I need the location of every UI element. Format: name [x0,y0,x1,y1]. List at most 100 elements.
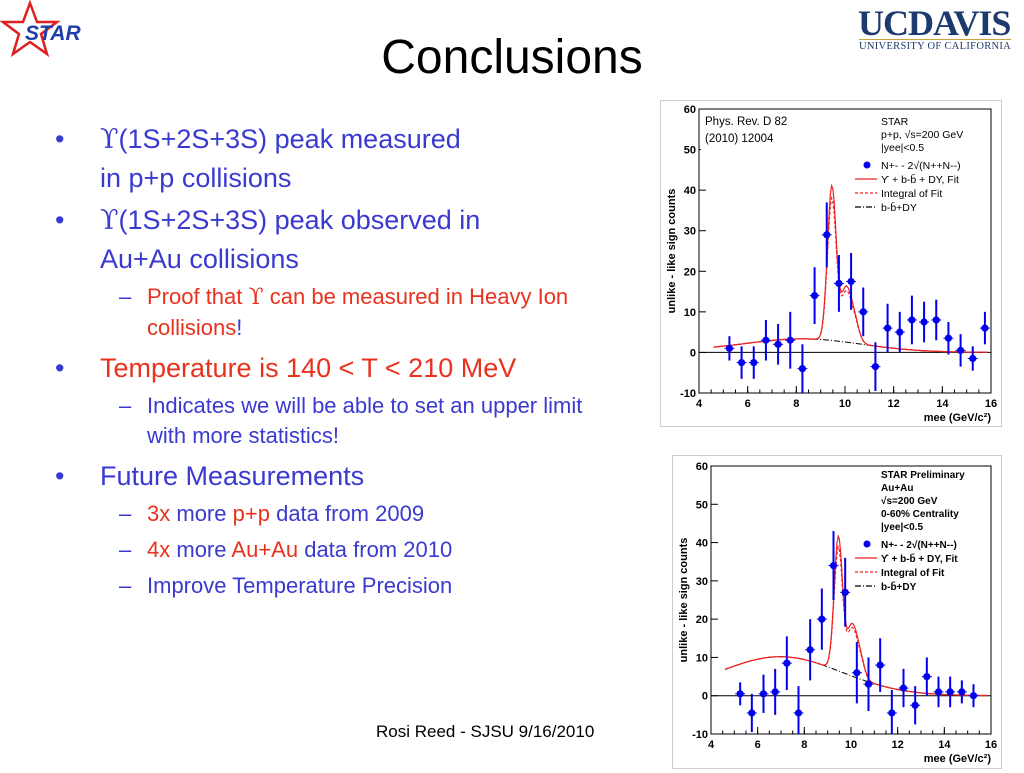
data-point [853,669,861,677]
y-tick-label: 20 [684,266,696,278]
auau-upsilon-chart: 4 6 8 10 12 14 16 -10 0 10 20 30 40 50 60 mee (GeV/c²) u… [678,461,997,765]
subbullet-precision: – Improve Temperature Precision [55,571,655,601]
bullet-dot-icon: • [55,461,65,491]
data-point [934,688,943,696]
dash-bullet-icon: – [119,537,132,562]
data-point [920,318,928,326]
info-line: |yee|<0.5 [881,522,923,533]
ucdavis-logo-sub: UNIVERSITY OF CALIFORNIA [859,39,1012,52]
data-point [969,692,978,700]
bullet-dot-icon: • [55,124,65,154]
y-axis-label: unlike - like sign counts [666,189,678,314]
bullet-temperature: • Temperature is 140 < T < 210 MeV [55,349,655,387]
data-point [759,690,768,698]
info-line: Au+Au [881,483,914,494]
legend-label: N+- - 2√(N++N--) [881,540,957,551]
auau-upsilon-plot: 4 6 8 10 12 14 16 -10 0 10 20 30 40 50 60 mee (GeV/c²) u… [672,455,1002,769]
subbullet-text-b: can be measured in Heavy [269,284,532,309]
legend-label: ϒ + b-b̄ + DY, Fit [881,553,958,565]
annotation-text: Phys. Rev. D 82 [705,116,787,128]
subbullet-rest: data from 2009 [276,501,425,526]
x-tick-label: 14 [938,739,951,751]
upsilon-symbol: ϒ [100,124,119,155]
x-tick-label: 10 [845,739,857,751]
annotation-box [701,111,831,151]
data-point [829,561,838,570]
subbullet-rest: data from 2010 [304,537,453,562]
info-line: |yee|<0.5 [881,142,924,154]
y-tick-label: 20 [696,614,708,626]
y-tick-label: 10 [696,652,708,664]
legend-label: Integral of Fit [881,188,942,200]
info-line: p+p, √s=200 GeV [881,129,963,141]
x-tick-label: 10 [839,398,851,410]
data-point [847,277,855,286]
legend-label: b-b̄+DY [881,201,917,214]
data-point [911,701,919,709]
dash-bullet-icon: – [119,393,132,418]
y-tick-label: 30 [684,226,696,238]
x-tick-label: 16 [985,398,997,410]
bullet-text-line2: Au+Au collisions [100,244,299,274]
annotation-text: (2010) 12004 [705,133,774,145]
x-tick-label: 6 [745,398,751,410]
dash-bullet-icon: – [119,284,132,309]
subbullet-proof: – Proof that ϒ can be measured in Heavy … [55,282,655,343]
y-tick-label: 10 [684,307,696,319]
x-tick-label: 4 [708,739,715,751]
y-tick-label: -10 [692,729,708,741]
bullet-list: • ϒ(1S+2S+3S) peak measured in p+p colli… [55,120,655,607]
y-tick-label: 0 [702,691,708,703]
star-logo-icon: STAR [0,0,81,58]
bullet-text: (1S+2S+3S) peak measured [118,124,461,154]
y-tick-label: -10 [680,388,696,400]
ucdavis-logo-davis: DAVIS [908,3,1011,43]
subbullet-pp-data: – 3x more p+p data from 2009 [55,499,655,529]
x-axis-label: mee (GeV/c²) [924,753,992,765]
x-tick-label: 6 [755,739,761,751]
y-tick-label: 60 [696,461,708,473]
data-point [944,334,953,342]
data-point [783,659,791,667]
bullet-dot-icon: • [55,353,65,383]
data-point [899,684,908,692]
y-tick-label: 0 [690,347,696,359]
data-point [748,709,756,717]
data-point [823,231,831,239]
subbullet-system: p+p [232,501,270,526]
data-point [771,688,779,696]
info-line: STAR [881,116,909,128]
data-point [958,688,966,696]
ucdavis-logo-main: UCDAVIS [858,2,1011,44]
subbullet-auau-data: – 4x more Au+Au data from 2010 [55,535,655,565]
data-point [956,346,965,354]
ucdavis-logo-uc: UC [858,3,909,43]
bullet-text: Future Measurements [100,461,365,491]
info-line: √s=200 GeV [881,496,938,507]
bullet-future: • Future Measurements [55,457,655,495]
data-point [794,709,803,717]
subbullet-text-a: Proof that [147,284,243,309]
footer-credit: Rosi Reed - SJSU 9/16/2010 [376,722,595,741]
data-point [806,646,814,654]
subbullet-more: more [176,501,227,526]
data-point [981,324,989,332]
data-point [774,340,782,348]
info-line: STAR Preliminary [881,470,965,481]
x-tick-label: 8 [801,739,807,751]
data-point [859,308,867,316]
info-line: 0-60% Centrality [881,509,959,520]
y-tick-label: 50 [684,145,696,157]
data-point [969,354,977,363]
data-point [725,344,734,352]
data-point [762,336,770,344]
slide-title: Conclusions [381,31,643,84]
subbullet-mult: 3x [147,501,171,526]
y-tick-label: 60 [684,104,696,116]
data-point [841,588,849,596]
data-point [810,292,819,300]
upsilon-symbol: ϒ [248,285,264,310]
pp-upsilon-chart: 4 6 8 10 12 14 16 -10 0 10 20 30 40 50 60 mee (GeV/c²) u… [666,104,997,424]
legend-marker [863,540,871,548]
subbullet-mult: 4x [147,537,171,562]
